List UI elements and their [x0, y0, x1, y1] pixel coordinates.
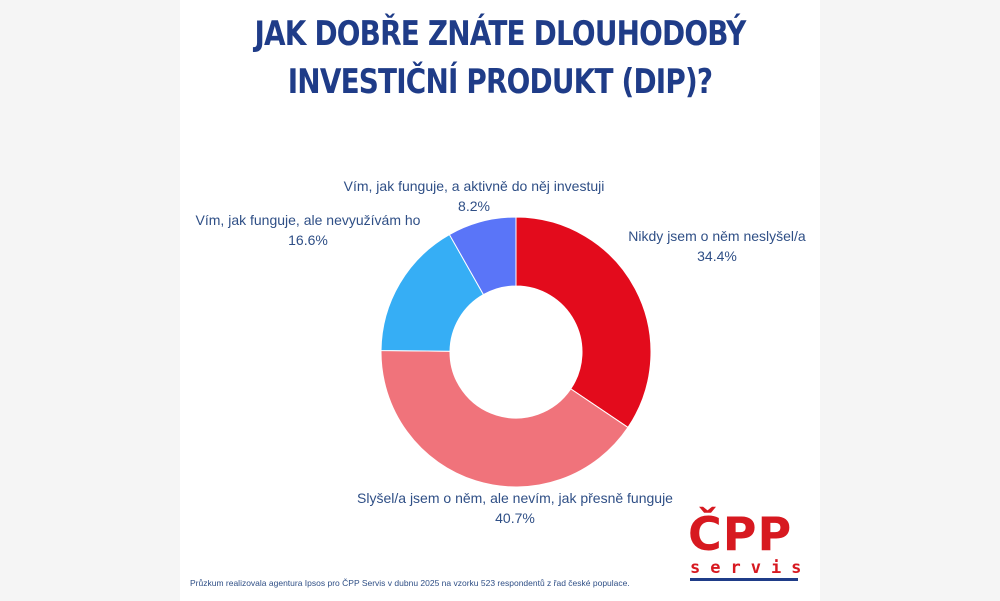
chart-title: JAK DOBŘE ZNÁTE DLOUHODOBÝ INVESTIČNÍ PR…: [90, 10, 910, 106]
logo-main-text: ČPP: [688, 507, 793, 561]
title-line-2: INVESTIČNÍ PRODUKT (DIP)?: [287, 62, 713, 102]
title-line-1: JAK DOBŘE ZNÁTE DLOUHODOBÝ: [254, 14, 746, 54]
slice-know-invest: [448, 216, 517, 296]
slice-label: Nikdy jsem o něm neslyšel/a: [628, 228, 806, 244]
slice-value-label: 16.6%: [288, 232, 328, 248]
slice-never-heard: [515, 216, 652, 429]
slice-value-label: 8.2%: [458, 198, 490, 214]
slice-heard-not-know: [380, 350, 629, 488]
slice-value-label: 34.4%: [697, 248, 737, 264]
footnote: Průzkum realizovala agentura Ipsos pro Č…: [190, 578, 630, 588]
slice-value-label: 40.7%: [495, 510, 535, 526]
chart-card: [180, 0, 820, 601]
slice-label: Vím, jak funguje, a aktivně do něj inves…: [344, 178, 605, 194]
logo-sub-text: servis: [690, 558, 801, 581]
slice-label: Slyšel/a jsem o něm, ale nevím, jak přes…: [357, 490, 673, 506]
cpp-logo: ČPP servis: [688, 508, 804, 588]
slice-label: Vím, jak funguje, ale nevyužívám ho: [196, 212, 421, 228]
